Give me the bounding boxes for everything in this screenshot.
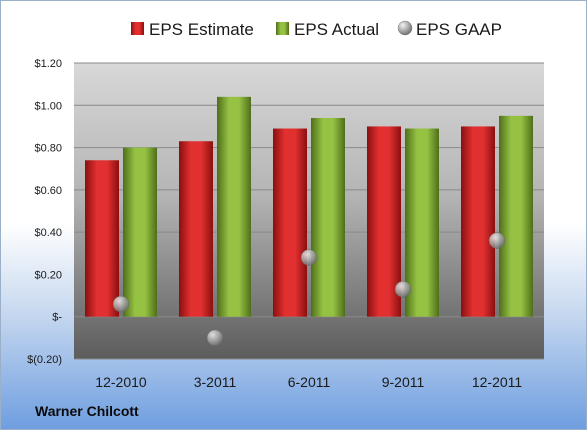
marker-eps-gaap (394, 280, 412, 298)
legend-item-actual: EPS Actual (276, 20, 379, 39)
y-tick-label: $0.80 (34, 143, 62, 155)
legend-item-gaap: EPS GAAP (397, 20, 502, 39)
marker-eps-gaap (300, 249, 318, 266)
legend-item-estimate: EPS Estimate (131, 20, 254, 39)
bar-eps-actual (499, 115, 533, 317)
x-category-label: 9-2011 (382, 374, 425, 390)
bar-eps-estimate (179, 141, 213, 317)
x-category-label: 12-2010 (95, 374, 147, 390)
legend-swatch-estimate (131, 22, 144, 35)
legend: EPS Estimate EPS Actual EPS GAAP (131, 20, 502, 39)
x-category-label: 3-2011 (194, 374, 237, 390)
legend-label-estimate: EPS Estimate (149, 20, 254, 39)
y-tick-label: $0.60 (34, 185, 62, 197)
bar-eps-estimate (367, 126, 401, 317)
bar-eps-actual (123, 147, 157, 317)
x-category-label: 12-2011 (472, 374, 523, 390)
bar-eps-estimate (273, 128, 307, 317)
bar-eps-actual (217, 96, 251, 317)
x-category-label: 6-2011 (288, 374, 331, 390)
bar-eps-actual (405, 128, 439, 317)
y-tick-label: $- (52, 312, 62, 324)
marker-eps-gaap (112, 295, 130, 313)
y-tick-label: $0.40 (34, 227, 62, 239)
legend-label-actual: EPS Actual (294, 20, 379, 39)
company-name: Warner Chilcott (35, 403, 139, 419)
y-tick-label: $0.20 (34, 269, 62, 281)
bar-eps-actual (311, 117, 345, 317)
bar-eps-estimate (461, 126, 495, 317)
marker-eps-gaap (206, 329, 224, 347)
legend-label-gaap: EPS GAAP (416, 20, 502, 39)
y-tick-label: $1.00 (34, 100, 62, 112)
y-tick-label: $1.20 (34, 58, 62, 70)
legend-marker-gaap (397, 20, 413, 36)
bar-eps-estimate (85, 160, 119, 317)
plot-area: $1.20 $1.00 $0.80 $0.60 $0.40 $0.20 $- $(0.20) 1… (27, 58, 544, 390)
marker-eps-gaap (488, 232, 506, 249)
legend-swatch-actual (276, 22, 289, 35)
y-tick-label: $(0.20) (27, 354, 62, 366)
